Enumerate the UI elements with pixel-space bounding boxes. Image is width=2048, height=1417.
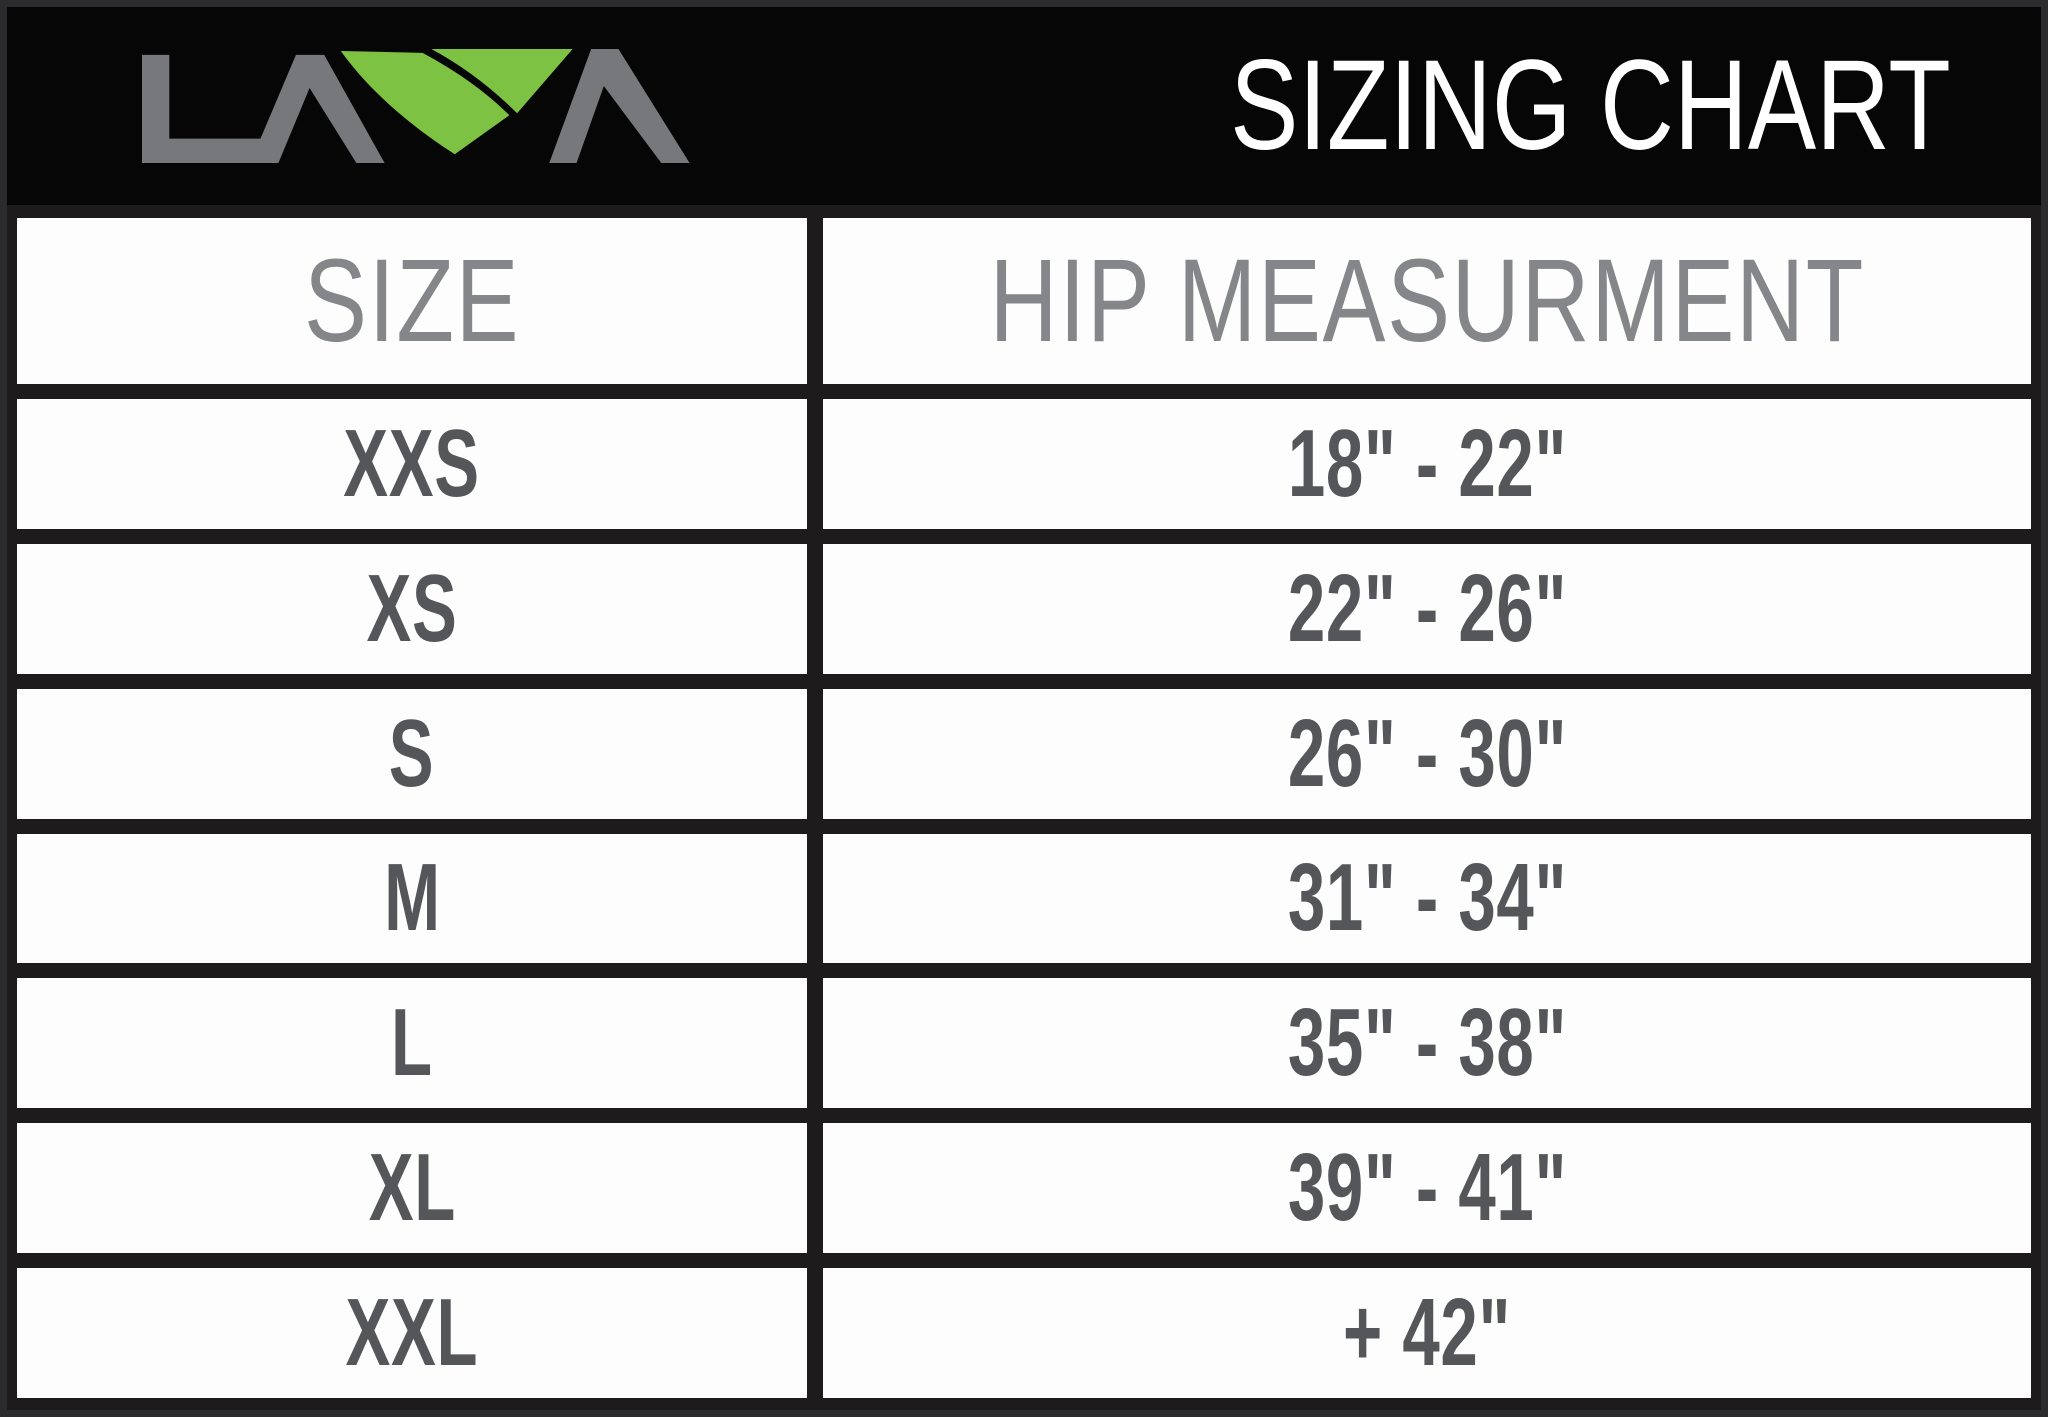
hip-cell-l: 35" - 38" <box>823 978 2031 1109</box>
sizing-chart-title: SIZING CHART <box>1050 42 1951 170</box>
size-cell-l: L <box>17 978 807 1109</box>
hip-cell-xs: 22" - 26" <box>823 543 2031 674</box>
header-bar: SIZING CHART <box>7 7 2041 205</box>
size-value: L <box>391 989 433 1097</box>
hip-cell-xxs: 18" - 22" <box>823 399 2031 529</box>
size-value: S <box>389 699 435 807</box>
sizing-chart-title-text: SIZING CHART <box>1230 34 1951 177</box>
size-value: XXL <box>345 1279 479 1387</box>
logo-letter-l <box>142 54 261 163</box>
size-cell-xxl: XXL <box>17 1268 807 1398</box>
hip-value: 18" - 22" <box>1287 409 1567 517</box>
hip-cell-xl: 39" - 41" <box>823 1123 2031 1254</box>
lava-logo-icon <box>142 49 690 163</box>
size-value: M <box>383 844 441 952</box>
column-header-hip: HIP MEASURMENT <box>823 218 2031 384</box>
hip-value: + 42" <box>1342 1279 1512 1387</box>
logo-letter-v-swoosh-right <box>431 49 573 114</box>
logo-letter-a2 <box>549 49 690 163</box>
hip-cell-m: 31" - 34" <box>823 833 2031 964</box>
hip-value: 39" - 41" <box>1287 1134 1567 1242</box>
sizing-table: SIZE HIP MEASURMENT XXS 18" - 22" XS 22"… <box>7 205 2041 1410</box>
size-cell-xl: XL <box>17 1123 807 1254</box>
column-header-hip-label: HIP MEASURMENT <box>989 235 1865 367</box>
size-cell-m: M <box>17 833 807 964</box>
column-header-size-label: SIZE <box>303 235 521 367</box>
size-value: XXS <box>343 409 481 517</box>
column-header-size: SIZE <box>17 218 807 384</box>
logo-letter-a1 <box>250 54 385 163</box>
size-cell-xs: XS <box>17 543 807 674</box>
hip-value: 22" - 26" <box>1287 554 1567 662</box>
logo-letter-v-swoosh-left <box>340 50 510 155</box>
size-value: XL <box>368 1134 456 1242</box>
lava-brand-logo <box>142 49 697 163</box>
hip-cell-s: 26" - 30" <box>823 688 2031 819</box>
hip-value: 26" - 30" <box>1287 699 1567 807</box>
size-cell-xxs: XXS <box>17 399 807 529</box>
size-value: XS <box>366 554 458 662</box>
size-cell-s: S <box>17 688 807 819</box>
hip-value: 31" - 34" <box>1287 844 1567 952</box>
hip-value: 35" - 38" <box>1287 989 1567 1097</box>
hip-cell-xxl: + 42" <box>823 1268 2031 1398</box>
